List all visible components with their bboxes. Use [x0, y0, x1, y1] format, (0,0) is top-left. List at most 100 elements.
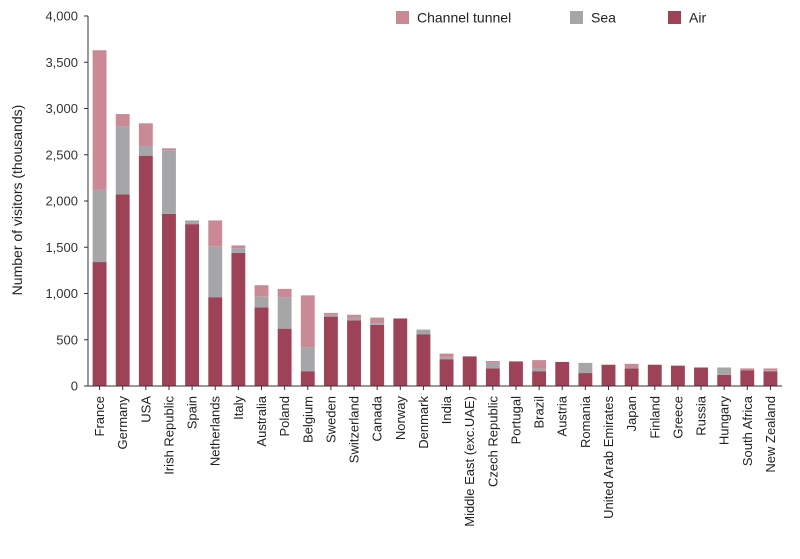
- legend-label: Channel tunnel: [417, 10, 511, 26]
- bar-sea: [162, 150, 176, 214]
- bar-channel-tunnel: [347, 314, 361, 318]
- x-category-label: Irish Republic: [161, 396, 176, 475]
- x-category-label: Portugal: [508, 396, 523, 445]
- bar-air: [323, 316, 338, 386]
- bar-air: [254, 307, 269, 386]
- bar-air: [532, 371, 547, 386]
- bar-channel-tunnel: [485, 361, 500, 363]
- x-category-label: USA: [138, 396, 153, 423]
- bar-air: [740, 370, 755, 386]
- bar-air: [138, 155, 153, 386]
- x-axis: France Germany USA Irish Republic Spain Nethe…: [88, 385, 782, 527]
- bar-sea: [624, 367, 639, 369]
- y-tick-label: 500: [56, 332, 78, 347]
- bar-sea: [370, 323, 385, 325]
- bar-air: [416, 334, 431, 386]
- x-category-label: Russia: [694, 395, 709, 436]
- x-category-label: Belgium: [300, 396, 315, 443]
- bar-channel-tunnel: [208, 220, 223, 247]
- bar-channel-tunnel: [370, 317, 385, 324]
- bar-air: [555, 361, 570, 386]
- x-category-label: South Africa: [740, 395, 755, 466]
- bar-air: [439, 359, 454, 386]
- x-category-label: Switzerland: [347, 396, 362, 463]
- bar-air: [277, 328, 292, 386]
- bar-air: [694, 367, 708, 386]
- bar-air: [485, 368, 500, 386]
- y-tick-label: 4,000: [45, 9, 78, 24]
- bar-channel-tunnel: [323, 312, 338, 315]
- y-tick-label: 1,500: [45, 240, 78, 255]
- x-category-label: Poland: [277, 396, 292, 436]
- y-tick-label: 1,000: [45, 286, 78, 301]
- bar-channel-tunnel: [532, 360, 547, 369]
- x-category-label: Austria: [555, 395, 570, 436]
- bar-air: [670, 365, 685, 386]
- x-category-label: New Zealand: [763, 396, 778, 473]
- bar-sea: [532, 368, 547, 372]
- bar-sea: [185, 220, 200, 225]
- bar-air: [347, 320, 361, 386]
- bar-channel-tunnel: [509, 361, 523, 362]
- bar-air: [647, 364, 662, 386]
- x-category-label: Romania: [578, 395, 593, 448]
- bar-sea: [231, 248, 246, 253]
- x-category-label: Netherlands: [208, 396, 223, 467]
- bar-sea: [277, 297, 292, 329]
- bar-channel-tunnel: [162, 148, 176, 151]
- bar-channel-tunnel: [115, 114, 130, 127]
- bar-air: [624, 368, 639, 386]
- x-category-label: Sweden: [323, 396, 338, 443]
- bar-channel-tunnel: [254, 285, 269, 297]
- x-category-label: Japan: [624, 396, 639, 431]
- bar-sea: [485, 362, 500, 369]
- x-category-label: Italy: [231, 396, 246, 420]
- legend-label: Air: [689, 10, 706, 26]
- x-category-label: Denmark: [416, 396, 431, 449]
- bar-air: [462, 356, 477, 386]
- bar-sea: [138, 145, 153, 156]
- x-category-label: France: [92, 396, 107, 436]
- bar-channel-tunnel: [92, 50, 107, 190]
- bar-air: [92, 262, 107, 386]
- x-category-label: Spain: [185, 396, 200, 429]
- bar-channel-tunnel: [740, 368, 755, 371]
- legend: Channel tunnel Sea Air: [396, 10, 706, 26]
- bar-air: [763, 371, 778, 386]
- x-category-label: Germany: [115, 396, 130, 450]
- y-tick-label: 2,500: [45, 147, 78, 162]
- x-category-label: Canada: [370, 395, 385, 441]
- bar-air: [185, 224, 200, 386]
- bar-channel-tunnel: [231, 245, 246, 249]
- x-category-label: Czech Republic: [485, 396, 500, 488]
- bar-channel-tunnel: [138, 123, 153, 146]
- bar-sea: [763, 370, 778, 372]
- x-category-label: Hungary: [717, 396, 732, 446]
- x-category-label: Greece: [670, 396, 685, 439]
- bar-sea: [439, 357, 454, 360]
- bar-air: [393, 318, 408, 386]
- bar-sea: [717, 367, 732, 375]
- bar-channel-tunnel: [277, 288, 292, 298]
- bar-air: [370, 324, 385, 386]
- bar-sea: [115, 126, 130, 195]
- y-tick-label: 2,000: [45, 194, 78, 209]
- bars: [92, 50, 778, 386]
- x-category-label: India: [439, 395, 454, 424]
- x-category-label: Brazil: [532, 396, 547, 429]
- y-tick-label: 3,500: [45, 55, 78, 70]
- y-tick-label: 3,000: [45, 101, 78, 116]
- bar-sea: [347, 317, 361, 321]
- bar-channel-tunnel: [763, 368, 778, 371]
- bar-sea: [300, 347, 315, 372]
- bar-sea: [323, 314, 338, 317]
- bar-air: [717, 374, 732, 386]
- bar-air: [509, 361, 523, 386]
- legend-swatch: [570, 11, 583, 24]
- bar-air: [578, 373, 593, 386]
- bar-channel-tunnel: [624, 363, 639, 368]
- legend-label: Sea: [591, 10, 616, 26]
- x-category-label: Australia: [254, 395, 269, 446]
- x-category-label: Middle East (exc.UAE): [462, 396, 477, 527]
